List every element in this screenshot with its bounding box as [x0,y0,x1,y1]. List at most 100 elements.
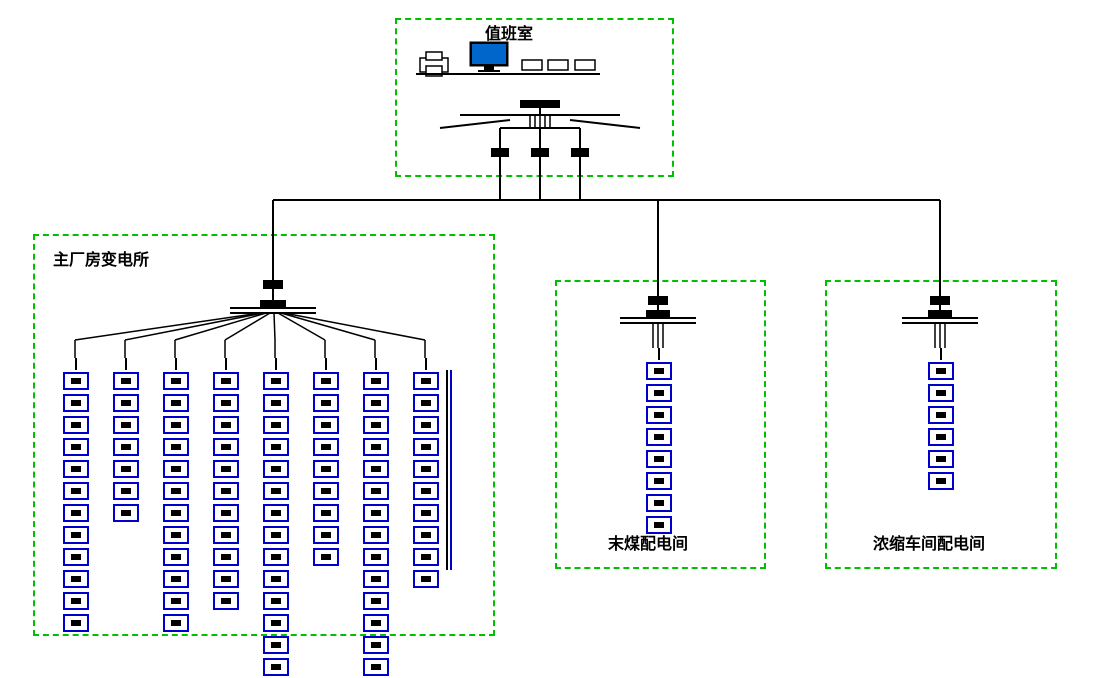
meter-icon [928,472,954,490]
meter-icon [163,416,189,434]
meter-icon [263,460,289,478]
meter-column [928,360,954,492]
meter-icon [363,504,389,522]
meter-icon [928,384,954,402]
meter-icon [646,494,672,512]
meter-icon [363,658,389,676]
meter-icon [163,592,189,610]
control-room-label: 值班室 [485,20,533,44]
meter-icon [313,460,339,478]
meter-icon [313,372,339,390]
meter-icon [213,394,239,412]
meter-icon [263,636,289,654]
meter-icon [213,504,239,522]
meter-icon [263,592,289,610]
meter-icon [213,548,239,566]
meter-icon [63,482,89,500]
meter-icon [928,406,954,424]
meter-icon [263,504,289,522]
meter-icon [646,406,672,424]
meter-icon [928,450,954,468]
meter-icon [646,450,672,468]
meter-icon [63,570,89,588]
meter-icon [928,428,954,446]
meter-icon [413,438,439,456]
meter-icon [263,526,289,544]
meter-icon [213,438,239,456]
meter-icon [413,526,439,544]
meter-column [363,370,389,678]
meter-icon [163,394,189,412]
main-substation-label: 主厂房变电所 [53,246,149,270]
meter-icon [113,438,139,456]
meter-icon [413,548,439,566]
meter-icon [313,394,339,412]
meter-icon [163,570,189,588]
meter-icon [113,372,139,390]
meter-icon [63,504,89,522]
meter-icon [63,438,89,456]
meter-icon [263,570,289,588]
meter-icon [313,548,339,566]
meter-icon [646,384,672,402]
meter-icon [163,482,189,500]
meter-icon [363,548,389,566]
meter-column [263,370,289,678]
meter-icon [63,372,89,390]
meter-icon [363,614,389,632]
meter-icon [213,372,239,390]
meter-icon [413,482,439,500]
control-room-box [395,18,674,177]
meter-icon [363,460,389,478]
meter-icon [363,592,389,610]
meter-column [646,360,672,536]
meter-icon [413,394,439,412]
meter-icon [63,592,89,610]
meter-icon [363,526,389,544]
meter-icon [413,570,439,588]
meter-icon [113,482,139,500]
meter-column [63,370,89,634]
meter-icon [413,416,439,434]
meter-icon [163,548,189,566]
meter-icon [163,438,189,456]
meter-icon [413,372,439,390]
meter-icon [263,548,289,566]
meter-icon [313,504,339,522]
meter-icon [163,614,189,632]
meter-icon [263,658,289,676]
meter-icon [63,614,89,632]
meter-icon [163,526,189,544]
meter-icon [646,472,672,490]
meter-icon [113,416,139,434]
meter-column [163,370,189,634]
meter-icon [63,460,89,478]
meter-icon [63,548,89,566]
meter-icon [363,482,389,500]
meter-icon [646,428,672,446]
meter-icon [213,416,239,434]
meter-icon [263,438,289,456]
meter-icon [263,614,289,632]
meter-icon [113,460,139,478]
meter-icon [363,372,389,390]
meter-icon [113,394,139,412]
meter-icon [213,570,239,588]
meter-icon [213,482,239,500]
meter-column [313,370,339,568]
meter-icon [413,460,439,478]
meter-icon [163,460,189,478]
meter-icon [413,504,439,522]
meter-column [213,370,239,612]
meter-icon [313,526,339,544]
meter-icon [263,482,289,500]
meter-icon [363,570,389,588]
meter-icon [263,394,289,412]
meter-icon [163,372,189,390]
concentrator-room-label: 浓缩车间配电间 [873,530,985,554]
meter-icon [363,636,389,654]
meter-icon [113,504,139,522]
meter-icon [363,438,389,456]
meter-icon [313,438,339,456]
meter-icon [263,416,289,434]
